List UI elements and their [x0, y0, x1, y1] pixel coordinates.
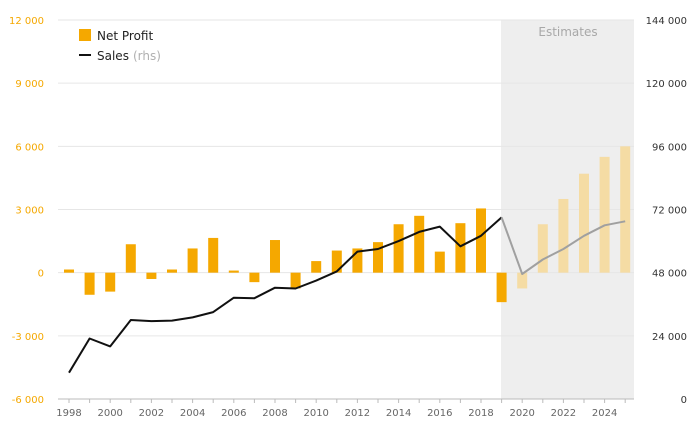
left-tick-label: 3 000	[15, 206, 44, 217]
x-axis-ticks: 1998 2000 2002 2004 2006 2008 2010 2012 2014 2016…	[56, 398, 634, 419]
right-tick-label: 24 000	[652, 332, 687, 343]
left-tick-label: 12 000	[9, 16, 44, 27]
net-profit-bar	[311, 261, 322, 273]
legend-sales-label: Sales	[97, 49, 129, 63]
x-tick-label: 2014	[386, 408, 411, 419]
x-tick-label: 2022	[551, 408, 576, 419]
net-profit-bar	[434, 251, 445, 273]
net-profit-bar	[414, 215, 425, 273]
x-tick-label: 2010	[303, 408, 328, 419]
net-profit-bar	[373, 242, 383, 273]
legend-sales-suffix: (rhs)	[133, 49, 161, 63]
x-tick-label: 2016	[427, 408, 452, 419]
x-tick-label: 2006	[221, 408, 246, 419]
net-profit-bar	[228, 270, 239, 273]
net-profit-bar	[84, 272, 95, 295]
x-tick-label: 2000	[97, 408, 122, 419]
net-profit-bar	[167, 269, 177, 273]
left-tick-label: 0	[38, 269, 44, 280]
right-tick-label: 144 000	[646, 16, 687, 27]
net-profit-bar	[620, 146, 631, 273]
net-profit-bar	[558, 198, 569, 273]
x-tick-label: 2020	[509, 408, 534, 419]
x-tick-label: 2002	[139, 408, 164, 419]
sales-line-estimate	[500, 217, 626, 275]
net-profit-bar	[290, 272, 301, 289]
right-tick-label: 120 000	[646, 79, 687, 90]
left-tick-label: -3 000	[12, 332, 44, 343]
right-axis-ticks: 0 24 000 48 000 72 000 96 000 120 000 144 000	[646, 16, 687, 406]
net-profit-bar	[393, 224, 404, 273]
x-tick-label: 1998	[56, 408, 81, 419]
left-axis-ticks: -6 000 -3 000 0 3 000 6 000 9 000 12 000	[9, 16, 44, 406]
net-profit-bar	[496, 272, 507, 303]
right-tick-label: 96 000	[652, 142, 687, 153]
right-tick-label: 0	[681, 395, 687, 406]
x-tick-label: 2012	[345, 408, 370, 419]
net-profit-bar	[476, 208, 486, 273]
svg-text:Sales(rhs): Sales (rhs)	[97, 49, 161, 63]
net-profit-bar	[537, 224, 548, 273]
sales-line	[68, 216, 626, 374]
net-profit-bar	[455, 223, 466, 273]
x-tick-label: 2008	[262, 408, 287, 419]
x-tick-label: 2024	[592, 408, 617, 419]
net-profit-bar	[599, 156, 610, 273]
legend-net-profit-swatch	[79, 29, 91, 41]
legend: Net Profit Sales (rhs)	[79, 29, 161, 63]
left-tick-label: 9 000	[15, 79, 44, 90]
x-tick-label: 2018	[468, 408, 493, 419]
net-profit-bar	[64, 269, 74, 273]
net-profit-bar	[125, 244, 136, 273]
net-profit-bar	[249, 272, 260, 283]
net-profit-bar	[579, 173, 589, 273]
right-tick-label: 72 000	[652, 206, 687, 217]
net-profit-bar	[517, 272, 528, 289]
net-profit-bar	[146, 272, 157, 279]
net-profit-bar	[331, 250, 342, 273]
net-profit-bar	[105, 272, 116, 292]
net-profit-bar	[208, 237, 219, 273]
x-tick-label: 2004	[180, 408, 205, 419]
legend-net-profit-label: Net Profit	[97, 29, 153, 43]
left-tick-label: -6 000	[12, 395, 44, 406]
right-tick-label: 48 000	[652, 269, 687, 280]
net-profit-bar	[352, 248, 363, 273]
estimates-label: Estimates	[538, 25, 597, 39]
net-profit-bar	[187, 248, 198, 273]
left-tick-label: 6 000	[15, 142, 44, 153]
sales-line-actual	[68, 216, 503, 374]
net-profit-bar	[270, 240, 280, 273]
net-profit-bars	[64, 146, 631, 303]
